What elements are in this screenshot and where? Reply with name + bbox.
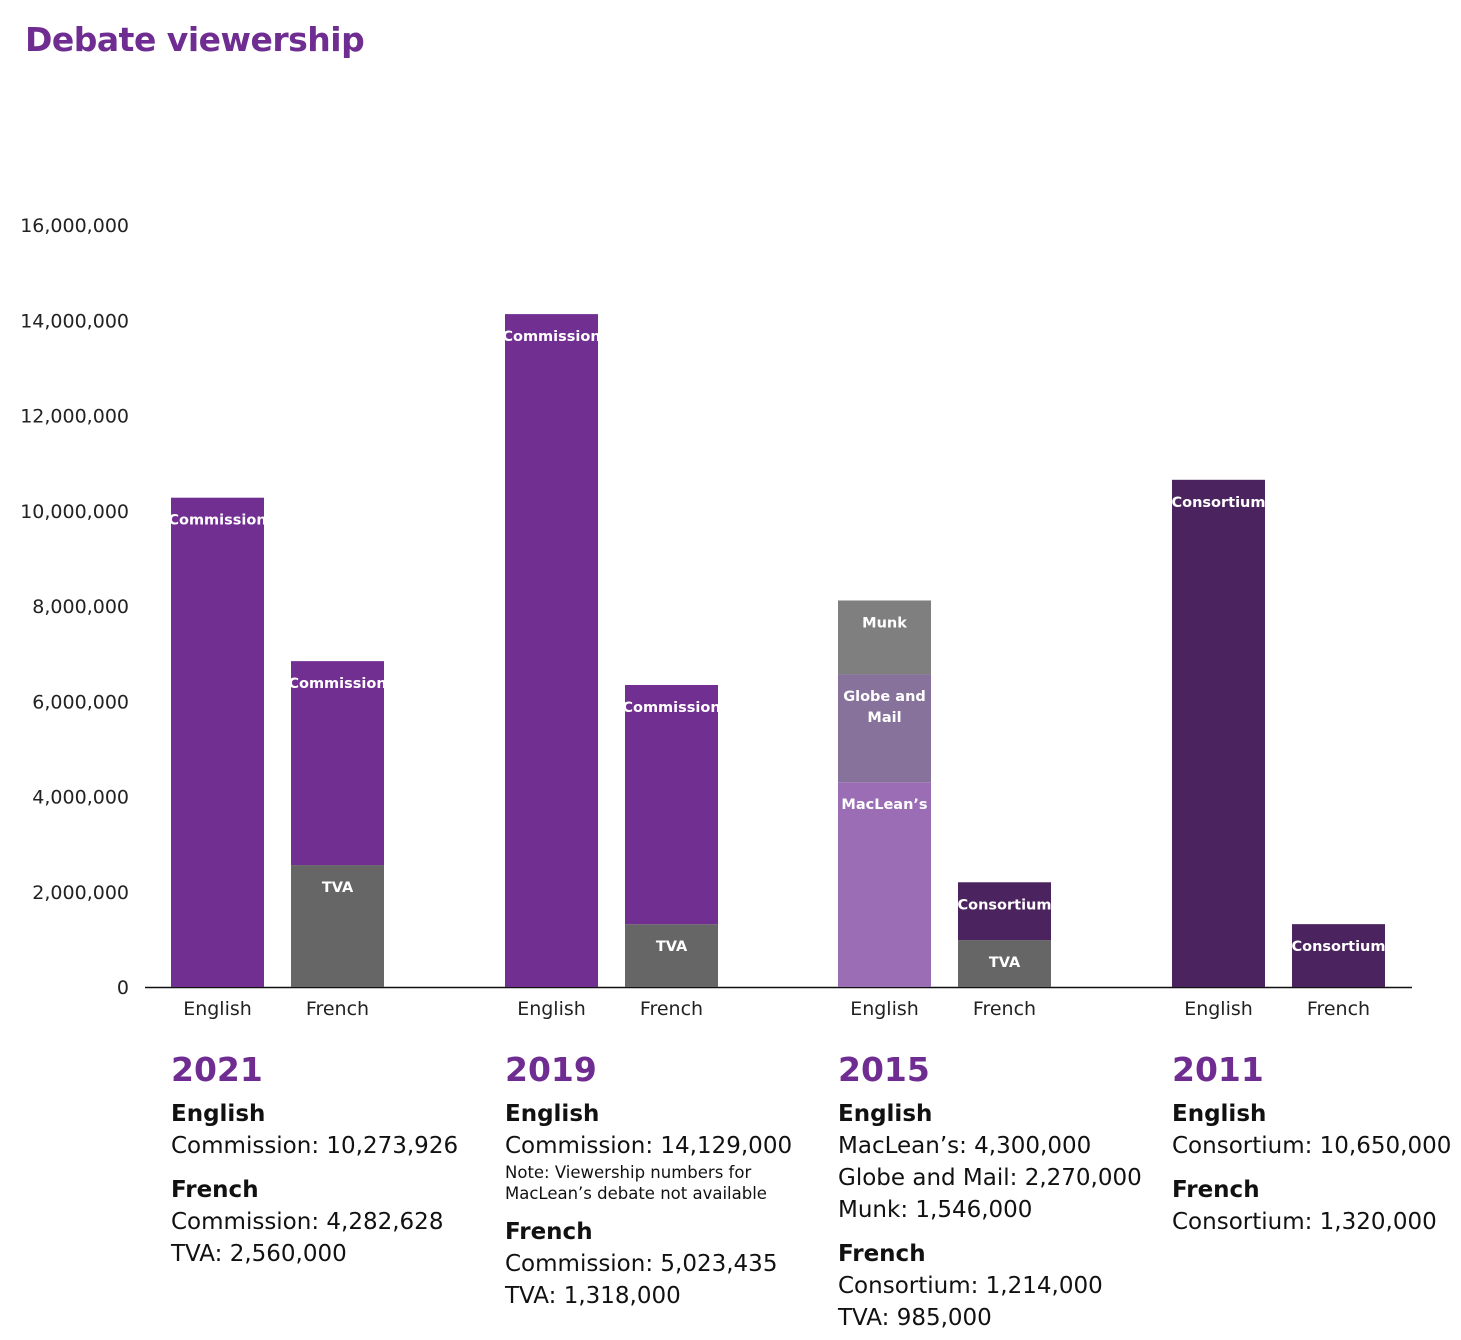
viewership-line: Globe and Mail: 2,270,000 — [838, 1165, 1142, 1191]
bar-label: MacLean’s — [841, 797, 927, 813]
bar-segment — [171, 497, 264, 987]
language-section: English Commission: 14,129,000 Note: Viewe… — [505, 1098, 795, 1204]
bar-segment — [958, 940, 1051, 987]
x-tick-label: English — [183, 998, 252, 1020]
viewership-line: Commission: 10,273,926 — [171, 1133, 459, 1159]
language-heading: English — [1172, 1101, 1267, 1127]
x-tick-label: French — [973, 998, 1036, 1020]
y-tick-label: 10,000,000 — [20, 501, 129, 523]
viewership-line: Commission: 14,129,000 — [505, 1133, 793, 1159]
viewership-line: TVA: 985,000 — [838, 1305, 992, 1331]
language-heading: French — [838, 1241, 926, 1267]
viewership-line: Munk: 1,546,000 — [838, 1197, 1033, 1223]
language-section: French Commission: 5,023,435 TVA: 1,318,00… — [505, 1216, 795, 1312]
bar-label: Commission — [622, 700, 720, 716]
bar-label: Globe and — [843, 689, 926, 705]
year-summary-2021: 2021 English Commission: 10,273,926 French C… — [171, 1048, 461, 1270]
language-heading: French — [1172, 1177, 1260, 1203]
y-tick-label: 14,000,000 — [20, 310, 129, 332]
x-tick-label: English — [517, 998, 586, 1020]
bar-segment — [1292, 924, 1385, 987]
viewership-note: Note: Viewership numbers for — [505, 1163, 752, 1182]
bar-segment — [838, 782, 931, 987]
bar-label: Consortium — [1171, 495, 1265, 511]
viewership-line: TVA: 1,318,000 — [505, 1283, 681, 1309]
x-tick-label: French — [306, 998, 369, 1020]
viewership-line: MacLean’s: 4,300,000 — [838, 1133, 1092, 1159]
language-section: French Consortium: 1,320,000 — [1172, 1174, 1461, 1238]
language-section: English Consortium: 10,650,000 — [1172, 1098, 1461, 1162]
bar-segment — [625, 684, 718, 925]
bar-segment — [291, 661, 384, 866]
bar-label: Commission — [502, 329, 600, 345]
bar-label: Consortium — [1291, 939, 1385, 955]
x-tick-label: French — [640, 998, 703, 1020]
y-tick-label: 0 — [117, 977, 129, 999]
x-tick-label: English — [850, 998, 919, 1020]
bar-label: TVA — [322, 880, 354, 896]
bar-segment — [505, 314, 598, 987]
viewership-note: MacLean’s debate not available — [505, 1184, 767, 1203]
year-summary-2015: 2015 English MacLean’s: 4,300,000 Globe and… — [838, 1048, 1142, 1334]
bar-segment — [838, 674, 931, 783]
bar-segment — [958, 882, 1051, 941]
x-tick-label: French — [1307, 998, 1370, 1020]
y-tick-label: 16,000,000 — [20, 215, 129, 237]
language-section: English Commission: 10,273,926 — [171, 1098, 461, 1162]
x-tick-label: English — [1184, 998, 1253, 1020]
year-heading: 2019 — [505, 1050, 597, 1089]
page-title: Debate viewership — [25, 20, 365, 59]
y-tick-label: 8,000,000 — [32, 596, 129, 618]
y-tick-label: 6,000,000 — [32, 691, 129, 713]
y-tick-label: 2,000,000 — [32, 882, 129, 904]
bar-label: Consortium — [957, 897, 1051, 913]
bar-segment — [291, 865, 384, 987]
language-heading: English — [838, 1101, 933, 1127]
year-summary-2011: 2011 English Consortium: 10,650,000 French C… — [1172, 1048, 1461, 1238]
viewership-line: Consortium: 1,214,000 — [838, 1273, 1103, 1299]
y-tick-label: 4,000,000 — [32, 787, 129, 809]
language-heading: French — [505, 1219, 593, 1245]
bar-label: Commission — [288, 676, 386, 692]
y-tick-label: 12,000,000 — [20, 406, 129, 428]
viewership-line: TVA: 2,560,000 — [171, 1241, 347, 1267]
language-section: French Consortium: 1,214,000 TVA: 985,000 — [838, 1238, 1128, 1334]
year-heading: 2021 — [171, 1050, 263, 1089]
year-heading: 2011 — [1172, 1050, 1264, 1089]
bar-label: TVA — [989, 955, 1021, 971]
bar-segment — [838, 600, 931, 675]
bar-segment — [1172, 479, 1265, 987]
language-heading: English — [505, 1101, 600, 1127]
bar-label: Commission — [168, 513, 266, 529]
language-heading: English — [171, 1101, 266, 1127]
language-section: French Commission: 4,282,628 TVA: 2,560,00… — [171, 1174, 461, 1270]
year-heading: 2015 — [838, 1050, 930, 1089]
language-heading: French — [171, 1177, 259, 1203]
bar-label: Mail — [867, 710, 901, 726]
bar-label: Munk — [862, 615, 907, 631]
viewership-line: Commission: 4,282,628 — [171, 1209, 444, 1235]
bar-segment — [625, 924, 718, 987]
stacked-bar-chart: 0 2,000,000 4,000,000 6,000,000 8,000,000 10,… — [20, 215, 1412, 1020]
language-section: English MacLean’s: 4,300,000 Globe and Mai… — [838, 1098, 1142, 1226]
viewership-line: Consortium: 10,650,000 — [1172, 1133, 1452, 1159]
viewership-line: Consortium: 1,320,000 — [1172, 1209, 1437, 1235]
viewership-line: Commission: 5,023,435 — [505, 1251, 778, 1277]
year-summary-2019: 2019 English Commission: 14,129,000 Note: V… — [505, 1048, 795, 1312]
bar-label: TVA — [656, 939, 688, 955]
